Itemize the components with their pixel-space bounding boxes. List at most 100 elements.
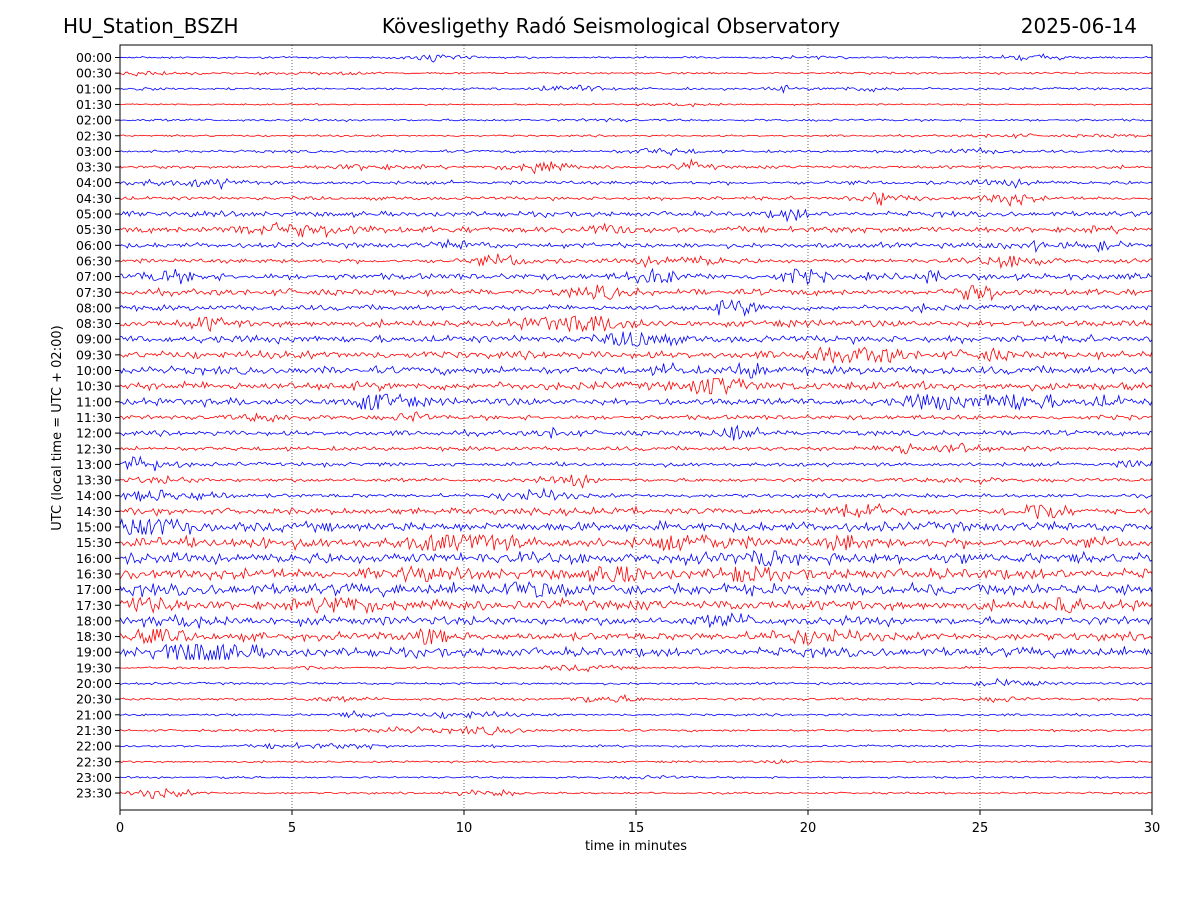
x-tick-label: 30 [1144,821,1161,836]
trace-line [119,549,1153,567]
x-tick-label: 0 [116,821,124,836]
y-tick-label: 03:00 [76,144,112,159]
y-tick-label: 07:30 [76,285,112,300]
trace-line [119,664,1153,673]
y-tick-label: 09:00 [76,332,112,347]
trace-line [119,518,1153,536]
trace-group [119,53,1153,799]
trace-line [119,221,1153,239]
trace-line [119,442,1153,455]
y-tick-label: 20:00 [76,676,112,691]
y-tick-label: 06:30 [76,253,112,268]
x-tick-label: 5 [288,821,296,836]
trace-line [119,581,1153,598]
trace-line [119,53,1153,63]
y-tick-label: 14:00 [76,488,112,503]
trace-line [119,677,1153,687]
y-tick-label: 16:00 [76,551,112,566]
y-tick-label: 13:30 [76,473,112,488]
y-tick-label: 06:00 [76,238,112,253]
y-tick-label: 00:30 [76,66,112,81]
trace-line [119,533,1153,552]
trace-line [119,158,1153,175]
trace-line [119,361,1153,379]
x-axis: 0 5 10 15 20 25 30 [116,810,1160,836]
trace-line [119,191,1153,207]
trace-line [119,628,1153,645]
trace-line [119,392,1153,411]
trace-line [119,238,1153,254]
y-tick-label: 23:00 [76,770,112,785]
y-tick-label: 12:00 [76,426,112,441]
trace-line [119,473,1153,489]
trace-line [119,596,1153,615]
trace-line [119,693,1153,704]
x-tick-label: 25 [972,821,989,836]
trace-line [119,299,1153,317]
y-tick-label: 09:30 [76,347,112,362]
y-tick-label: 05:00 [76,207,112,222]
y-tick-label: 04:00 [76,175,112,190]
x-axis-label: time in minutes [585,839,687,854]
y-tick-label: 22:30 [76,754,112,769]
trace-line [119,709,1152,720]
trace-line [119,346,1153,364]
x-tick-label: 20 [800,821,817,836]
x-tick-label: 10 [456,821,473,836]
y-tick-label: 14:30 [76,504,112,519]
trace-line [119,424,1153,441]
y-tick-label: 03:30 [76,160,112,175]
y-tick-label: 04:30 [76,191,112,206]
trace-line [119,84,1153,94]
y-tick-label: 00:00 [76,50,112,65]
trace-line [119,787,1153,799]
trace-line [119,147,1153,157]
record-date: 2025-06-14 [1020,14,1137,38]
y-tick-label: 08:00 [76,300,112,315]
y-tick-label: 02:00 [76,113,112,128]
trace-line [119,102,1153,108]
trace-line [119,455,1153,472]
y-tick-label: 18:00 [76,613,112,628]
y-tick-label: 15:00 [76,520,112,535]
y-tick-label: 16:30 [76,566,112,581]
y-tick-label: 21:00 [76,707,112,722]
y-tick-label: 07:00 [76,269,112,284]
y-tick-label: 02:30 [76,128,112,143]
y-tick-label: 18:30 [76,629,112,644]
y-tick-label: 01:30 [76,97,112,112]
y-tick-label: 21:30 [76,723,112,738]
y-tick-label: 17:00 [76,582,112,597]
trace-line [119,377,1153,396]
trace-line [119,208,1153,223]
y-tick-label: 13:00 [76,457,112,472]
station-name: HU_Station_BSZH [63,14,239,38]
trace-line [119,758,1153,765]
y-tick-label: 11:30 [76,410,112,425]
trace-line [119,315,1153,333]
y-tick-label: 23:30 [76,786,112,801]
trace-line [119,253,1153,270]
y-axis: 00:0000:3001:0001:3002:0002:3003:0003:30… [76,50,120,801]
y-tick-label: 10:00 [76,363,112,378]
y-tick-label: 12:30 [76,441,112,456]
trace-line [119,643,1153,662]
trace-line [119,411,1153,423]
grid-lines [291,45,981,810]
trace-line [119,565,1153,584]
x-tick-label: 15 [628,821,645,836]
trace-line [119,725,1153,736]
y-axis-label: UTC (local time = UTC + 02:00) [50,325,65,530]
y-tick-label: 17:30 [76,598,112,613]
trace-line [119,133,1152,139]
trace-line [119,487,1153,502]
y-tick-label: 05:30 [76,222,112,237]
y-tick-label: 08:30 [76,316,112,331]
trace-line [119,775,1153,780]
page-title: Kövesligethy Radó Seismological Observat… [381,14,841,38]
trace-line [119,612,1153,629]
trace-line [119,178,1153,191]
y-tick-label: 19:30 [76,660,112,675]
trace-line [119,70,1153,77]
